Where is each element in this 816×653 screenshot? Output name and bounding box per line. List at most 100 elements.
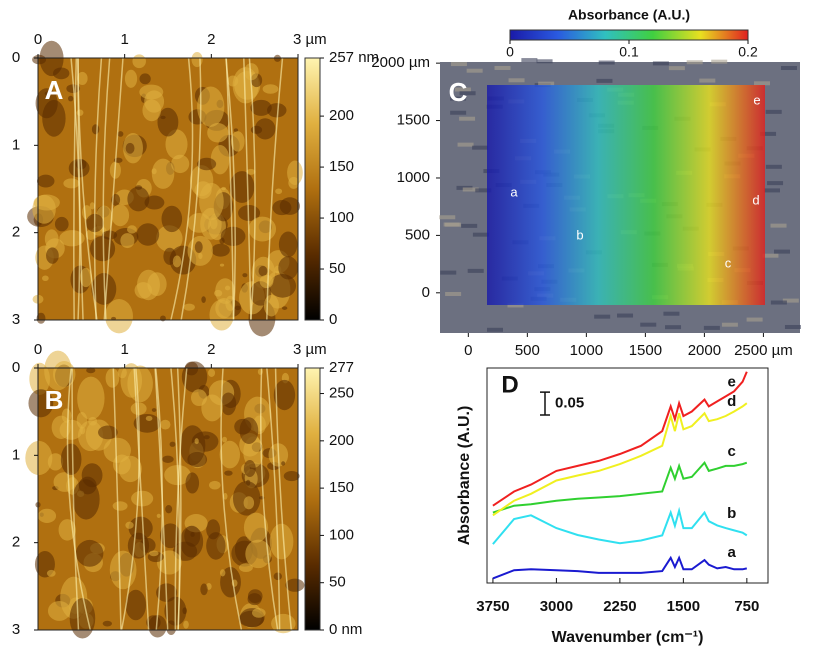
afm-texture — [139, 73, 151, 85]
x-axis-label: Wavenumber (cm⁻¹) — [552, 629, 704, 646]
afm-texture — [136, 223, 160, 246]
micrograph-texture — [462, 187, 479, 192]
y-tick-label: 1500 — [397, 112, 430, 129]
afm-texture — [250, 99, 272, 116]
afm-texture — [105, 299, 133, 334]
colorbar-tick-label: 277 — [329, 359, 354, 376]
afm-texture — [25, 440, 53, 476]
micrograph-texture — [784, 324, 801, 329]
afm-texture — [160, 419, 171, 430]
afm-texture — [145, 415, 153, 421]
afm-texture — [198, 252, 203, 260]
x-tick-label: 2 — [207, 341, 215, 358]
micrograph-texture — [594, 314, 611, 319]
x-tick-label: 3 µm — [293, 31, 327, 48]
micrograph-texture — [773, 249, 790, 254]
micrograph-texture — [767, 181, 784, 186]
afm-texture — [263, 294, 279, 317]
afm-texture — [156, 513, 161, 519]
afm-texture — [136, 269, 160, 301]
afm-texture — [281, 306, 288, 310]
x-tick-label: 3000 — [540, 598, 573, 615]
afm-texture — [162, 455, 174, 463]
afm-texture — [35, 88, 58, 119]
micrograph-texture — [765, 164, 782, 169]
afm-texture — [258, 265, 268, 277]
afm-texture — [233, 128, 239, 132]
afm-texture — [169, 441, 176, 447]
colorbar — [509, 29, 749, 41]
x-tick-label: 2000 — [688, 342, 721, 359]
point-label: c — [725, 255, 732, 270]
panel-label: C — [449, 77, 468, 107]
afm-texture — [273, 379, 296, 411]
afm-texture — [85, 229, 96, 241]
micrograph-texture — [699, 78, 716, 83]
afm-texture — [131, 490, 154, 507]
y-tick-label: 3 — [12, 311, 20, 328]
afm-texture — [51, 415, 71, 440]
afm-texture — [211, 243, 230, 257]
afm-texture — [68, 95, 74, 102]
micrograph-texture — [640, 322, 657, 327]
point-label: b — [576, 227, 583, 242]
afm-streak — [266, 367, 281, 631]
afm-texture — [111, 204, 130, 227]
afm-texture — [46, 569, 56, 577]
afm-texture — [221, 436, 228, 443]
afm-texture — [248, 216, 277, 242]
micrograph-texture — [439, 215, 456, 220]
y-tick-label: 0 — [422, 284, 430, 301]
afm-texture — [125, 521, 134, 529]
micrograph-texture — [467, 268, 484, 273]
colorbar-tick-label: 50 — [329, 260, 346, 277]
afm-texture — [234, 418, 252, 435]
plot-frame — [486, 367, 769, 584]
micrograph-texture — [770, 300, 787, 305]
afm-texture — [269, 523, 294, 560]
afm-texture — [165, 129, 188, 160]
micrograph-texture — [459, 116, 476, 121]
colorbar-tick-label: 100 — [329, 209, 354, 226]
afm-texture — [197, 157, 217, 171]
afm-texture — [275, 188, 283, 195]
micrograph-texture — [746, 317, 763, 322]
micrograph-texture — [703, 325, 720, 330]
afm-streak — [176, 367, 182, 631]
afm-texture — [44, 350, 72, 391]
afm-streak — [133, 367, 150, 631]
afm-texture — [269, 274, 297, 298]
afm-texture — [46, 247, 59, 264]
afm-texture — [200, 583, 208, 596]
afm-streak — [260, 367, 279, 631]
micrograph-texture — [780, 66, 797, 71]
micrograph-texture — [507, 303, 524, 308]
spectrum-line — [492, 460, 748, 514]
afm-texture — [52, 67, 70, 80]
afm-streak — [243, 57, 252, 321]
panel-label: D — [501, 371, 518, 398]
micrograph-texture — [487, 327, 504, 332]
y-tick-label: 2 — [12, 224, 20, 241]
x-tick-label: 0 — [464, 342, 472, 359]
afm-texture — [201, 394, 223, 422]
afm-texture — [230, 131, 245, 152]
afm-texture — [101, 230, 118, 240]
afm-texture — [220, 226, 246, 247]
x-tick-label: 2250 — [603, 598, 636, 615]
afm-streak — [66, 367, 92, 631]
micrograph-texture — [665, 325, 682, 330]
afm-texture — [285, 578, 305, 592]
scale-bar-label: 0.05 — [555, 395, 584, 412]
afm-texture — [37, 508, 57, 523]
afm-texture — [156, 225, 183, 252]
afm-texture — [133, 413, 161, 433]
micrograph-texture — [494, 65, 511, 70]
micrograph-texture — [459, 91, 476, 96]
micrograph-texture — [663, 311, 680, 316]
micrograph-texture — [445, 291, 462, 296]
micrograph-texture — [596, 78, 613, 83]
afm-streak — [112, 367, 122, 631]
afm-texture — [180, 525, 204, 558]
afm-streak — [154, 367, 164, 631]
